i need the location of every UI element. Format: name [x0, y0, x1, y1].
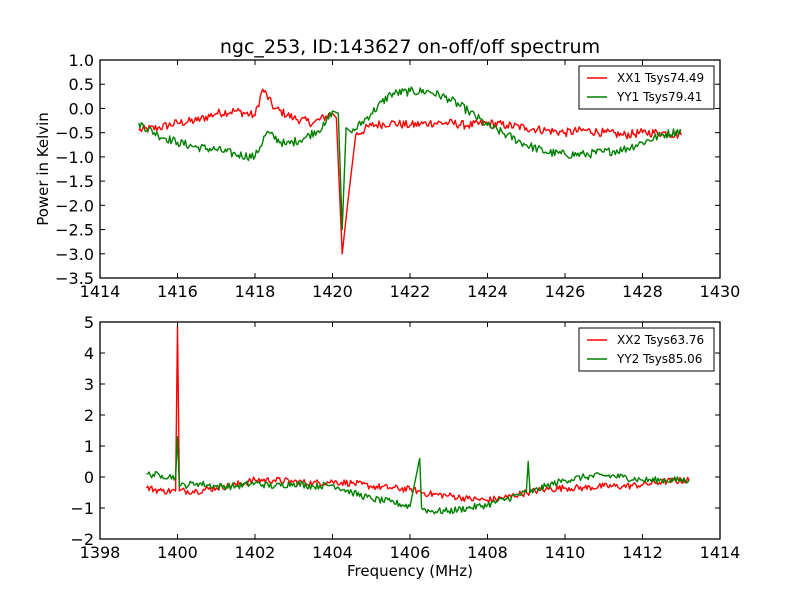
y-tick-label: −2: [70, 530, 94, 549]
bottom-plot: 1398 1400 1402 1404 1406 1408 1410 1412 1414 5 4 3 2…: [70, 313, 740, 562]
x-tick-label: 1412: [622, 543, 663, 562]
y-tick-label: −2.0: [55, 196, 94, 215]
y-tick-label: −2.5: [55, 221, 94, 240]
x-tick-label: 1404: [312, 543, 353, 562]
x-tick-label: 1424: [467, 282, 508, 301]
y-tick-label: 2: [84, 406, 94, 425]
legend: XX1 Tsys74.49 YY1 Tsys79.41: [578, 65, 715, 110]
series-group: [138, 86, 682, 255]
x-tick-label: 1408: [467, 543, 508, 562]
series-line-xx: [138, 88, 682, 255]
x-tick-label: 1428: [622, 282, 663, 301]
top-plot: 1414 1416 1418 1420 1422 1424 1426 1428 1430 1.0 0…: [55, 51, 740, 301]
y-tick-label: 1.0: [69, 51, 94, 70]
y-tick-label: 5: [84, 313, 94, 332]
series-group: [145, 325, 690, 515]
y-tick-label: −3.5: [55, 269, 94, 288]
y-tick-label: 3: [84, 375, 94, 394]
y-tick-label: −1.5: [55, 172, 94, 191]
y-tick-label: −1.0: [55, 148, 94, 167]
legend-label: XX1 Tsys74.49: [617, 71, 704, 85]
y-tick-label: 0.0: [69, 99, 94, 118]
y-axis-label-top: Power in Kelvin: [34, 112, 52, 226]
legend-label: YY2 Tsys85.06: [616, 352, 702, 366]
y-tick-label: 0: [84, 468, 94, 487]
x-tick-label: 1400: [157, 543, 198, 562]
x-tick-label: 1414: [700, 543, 741, 562]
x-tick-label: 1420: [312, 282, 353, 301]
x-tick-label: 1416: [157, 282, 198, 301]
y-tick-label: 4: [84, 344, 94, 363]
legend: XX2 Tsys63.76 YY2 Tsys85.06: [578, 327, 715, 372]
y-tick-label: −0.5: [55, 124, 94, 143]
y-tick-label: 0.5: [69, 75, 94, 94]
x-tick-label: 1410: [545, 543, 586, 562]
series-line-yy: [146, 436, 690, 515]
x-tick-label: 1430: [700, 282, 741, 301]
chart-title: ngc_253, ID:143627 on-off/off spectrum: [220, 36, 600, 58]
series-line-yy: [138, 86, 682, 231]
legend-label: XX2 Tsys63.76: [617, 333, 704, 347]
x-tick-label: 1422: [390, 282, 431, 301]
series-line-xx: [145, 325, 690, 504]
x-tick-label: 1414: [80, 282, 121, 301]
x-axis-label-bottom: Frequency (MHz): [347, 562, 473, 580]
x-tick-label: 1418: [235, 282, 276, 301]
legend-label: YY1 Tsys79.41: [616, 90, 702, 104]
legend-box: [578, 327, 715, 372]
x-tick-label: 1426: [545, 282, 586, 301]
x-tick-label: 1406: [390, 543, 431, 562]
y-tick-label: 1: [84, 437, 94, 456]
x-tick-label: 1398: [80, 543, 121, 562]
y-tick-label: −1: [70, 499, 94, 518]
y-tick-label: −3.0: [55, 245, 94, 264]
legend-box: [578, 65, 715, 110]
x-tick-label: 1402: [235, 543, 276, 562]
